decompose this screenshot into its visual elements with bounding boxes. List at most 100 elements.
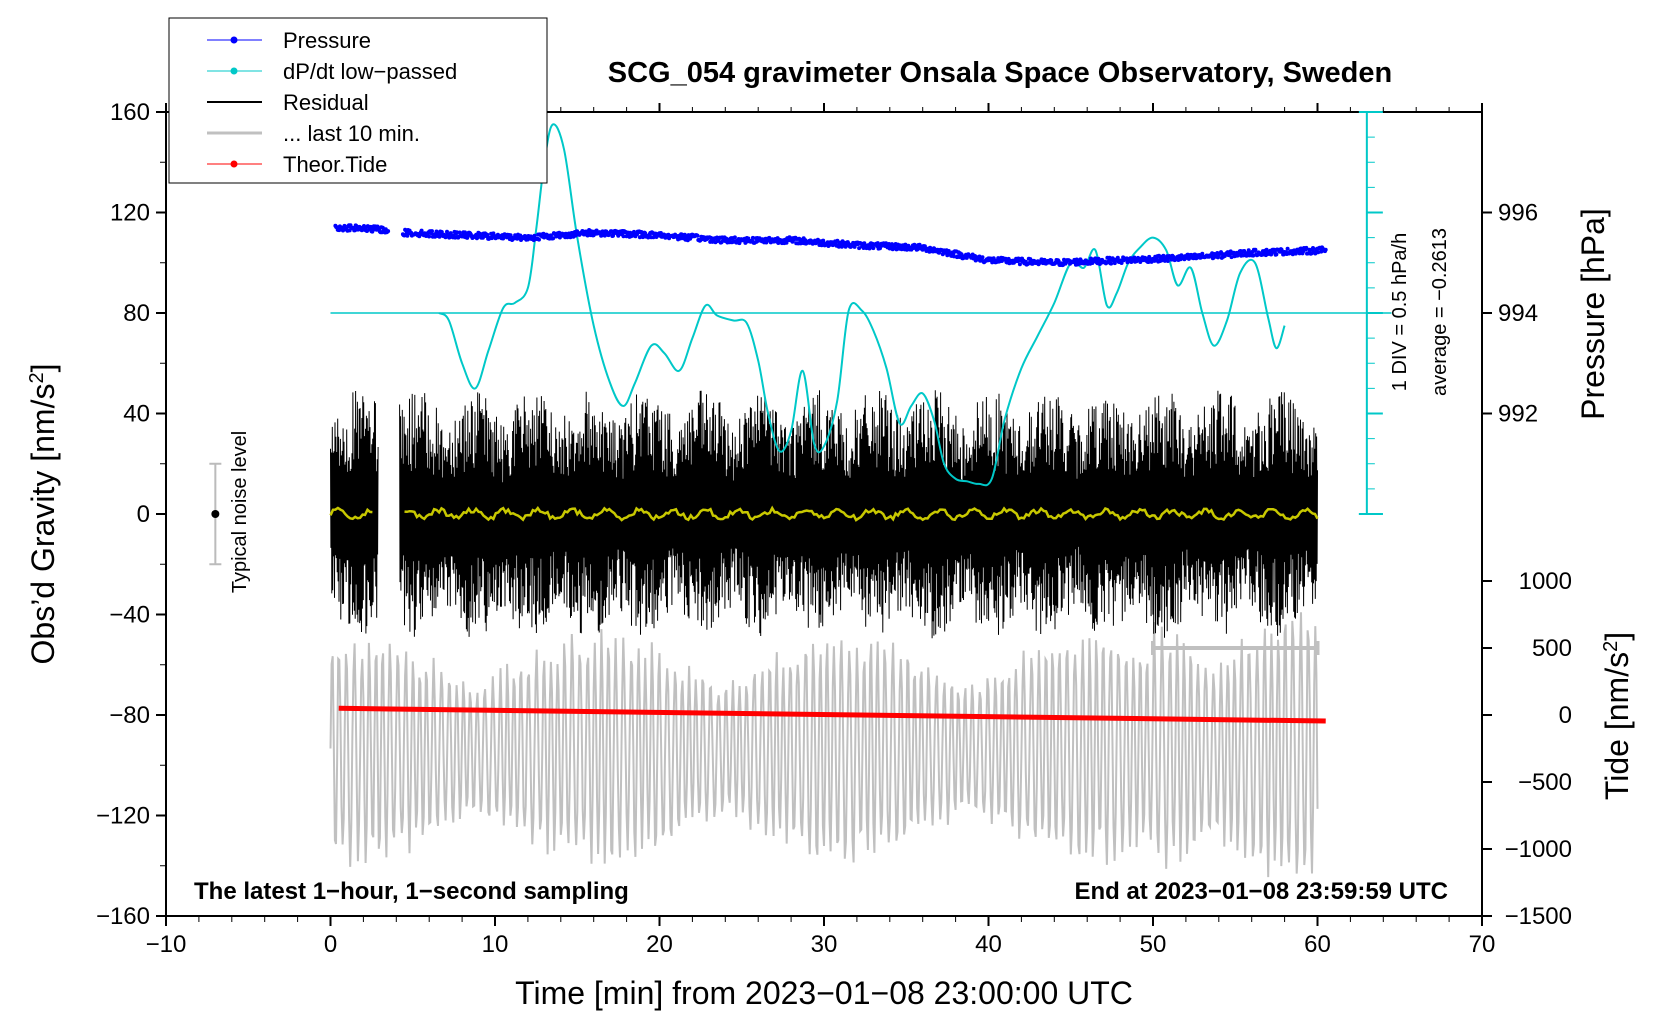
y-tick-label: 0 (137, 501, 150, 528)
x-tick-label: 30 (811, 931, 838, 958)
legend: Pressure dP/dt low−passed Residual ... l… (168, 17, 548, 184)
pressure-point (1253, 247, 1258, 252)
pressure-point (871, 246, 876, 251)
pressure-point (430, 229, 434, 234)
pressure-point (920, 247, 925, 252)
residual-smoothed-line (329, 505, 1319, 522)
pressure-point (386, 229, 391, 234)
tide-tick-label: −1500 (1505, 903, 1572, 930)
legend-box (168, 17, 548, 184)
pressure-point (1304, 245, 1309, 250)
legend-label-dpdt: dP/dt low−passed (283, 59, 457, 84)
theor-tide-line (338, 705, 1326, 724)
superscript-2: 2 (1600, 641, 1622, 652)
pressure-tick-label: 996 (1498, 200, 1538, 227)
pressure-point (1285, 246, 1290, 251)
dpdt-series (330, 111, 1392, 515)
pressure-point (621, 234, 626, 239)
pressure-point (427, 234, 432, 239)
pressure-point (1311, 246, 1315, 250)
y-tick-label: −160 (96, 903, 150, 930)
pressure-point (952, 254, 956, 259)
superscript-2: 2 (26, 372, 48, 383)
legend-entry-dpdt: dP/dt low−passed (207, 59, 457, 84)
pressure-point (1017, 262, 1022, 267)
pressure-point (959, 252, 964, 257)
tide-tick-label: 0 (1559, 702, 1572, 729)
legend-entry-tide: Theor.Tide (207, 152, 387, 177)
y-axis-title-tide: Tide [nm/s2] (1599, 632, 1635, 800)
pressure-point (501, 236, 506, 241)
pressure-point (480, 235, 485, 240)
pressure-point (1109, 261, 1114, 266)
legend-entry-residual: Residual (207, 90, 369, 115)
y-tick-label: −120 (96, 803, 150, 830)
pressure-point (857, 246, 862, 251)
end-time-note: End at 2023−01−08 23:59:59 UTC (1074, 878, 1448, 905)
theor-tide-series (338, 705, 1326, 724)
x-tick-label: 70 (1469, 931, 1496, 958)
dpdt-line (438, 123, 1286, 487)
pressure-point (1112, 261, 1117, 266)
pressure-point (1062, 257, 1066, 262)
residual-line (330, 390, 1318, 639)
tide-tick-label: −500 (1518, 769, 1572, 796)
legend-label-tide: Theor.Tide (283, 152, 387, 177)
pressure-tick-label: 992 (1498, 401, 1538, 428)
x-tick-label: 40 (975, 931, 1002, 958)
x-tick-label: 20 (646, 931, 673, 958)
pressure-point (1323, 247, 1328, 252)
pressure-point (1115, 255, 1120, 260)
tide-tick-label: 500 (1532, 635, 1572, 662)
y-tick-label: 120 (110, 200, 150, 227)
pressure-point (489, 236, 494, 241)
legend-label-residual: Residual (283, 90, 369, 115)
pressure-point (1251, 253, 1256, 258)
x-tick-label: 0 (324, 931, 337, 958)
pressure-point (1003, 256, 1008, 261)
pressure-point (1049, 258, 1054, 263)
chart-title: SCG_054 gravimeter Onsala Space Observat… (608, 57, 1392, 89)
pressure-point (1093, 256, 1098, 261)
y-axis-title-pressure: Pressure [hPa] (1575, 208, 1611, 420)
legend-marker-tide (230, 160, 238, 168)
chart-axes: −10 0 10 20 30 40 50 60 70 160 120 80 40 0 −40 −80 −120 −… (96, 99, 1572, 958)
pressure-point (1056, 259, 1061, 264)
chart-annotations-graphics (209, 462, 1320, 655)
div-scale-label: 1 DIV = 0.5 hPa/h (1389, 233, 1411, 391)
last-10-min-line (329, 612, 1319, 878)
x-axis-title: Time [min] from 2023−01−08 23:00:00 UTC (515, 975, 1133, 1011)
pressure-point (980, 255, 985, 260)
tide-tick-label: 1000 (1519, 568, 1572, 595)
pressure-point (750, 235, 755, 240)
pressure-point (475, 235, 480, 240)
pressure-point (639, 230, 644, 234)
pressure-point (551, 236, 556, 241)
legend-label-last10: ... last 10 min. (283, 121, 420, 146)
x-tick-label: 60 (1304, 931, 1331, 958)
y-tick-label: 40 (123, 401, 150, 428)
residual-smoothed-series (329, 505, 1319, 522)
pressure-point (465, 234, 470, 239)
tide-tick-label: −1000 (1505, 836, 1572, 863)
y-tick-label: −40 (109, 602, 150, 629)
pressure-point (875, 241, 880, 246)
noise-bar-dot (211, 510, 220, 518)
legend-entry-last10: ... last 10 min. (207, 121, 420, 146)
last-10-min-series (329, 612, 1319, 878)
pressure-tick-label: 994 (1498, 300, 1538, 327)
pressure-point (1165, 259, 1170, 263)
noise-level-label: Typical noise level (229, 431, 251, 593)
pressure-point (419, 228, 424, 233)
pressure-point (405, 233, 410, 238)
pressure-point (1229, 255, 1234, 260)
pressure-point (732, 235, 737, 240)
y-tick-label: 160 (110, 99, 150, 126)
pressure-point (1297, 251, 1302, 256)
pressure-point (695, 233, 700, 238)
sampling-note: The latest 1−hour, 1−second sampling (194, 878, 629, 905)
pressure-point (887, 242, 891, 246)
pressure-point (1290, 252, 1295, 257)
pressure-point (485, 232, 490, 237)
